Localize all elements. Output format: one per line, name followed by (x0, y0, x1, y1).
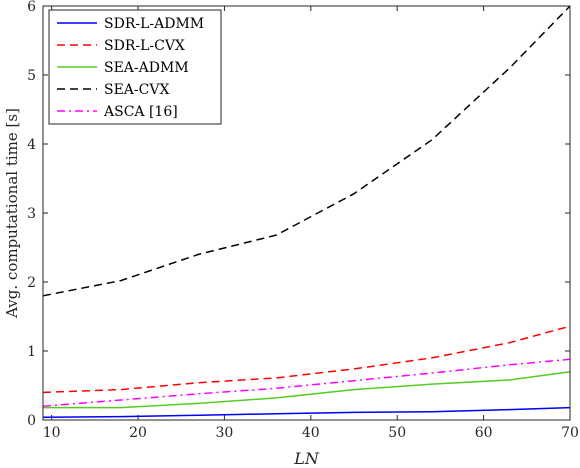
y-tick-label: 4 (27, 137, 36, 153)
series-line-2 (42, 325, 571, 394)
y-tick-label: 3 (27, 206, 36, 222)
series-line-5 (42, 358, 571, 407)
y-tick-label: 0 (27, 413, 36, 429)
legend-entry-1: SDR-L-ADMM (104, 16, 204, 32)
legend-entry-5: ASCA [16] (103, 104, 178, 120)
legend-entry-3: SEA-ADMM (104, 60, 189, 76)
x-tick-label: 10 (43, 425, 61, 441)
y-tick-label: 2 (27, 275, 36, 291)
x-axis-label: LN (293, 449, 320, 468)
series-line-3 (43, 370, 571, 409)
y-tick-label: 6 (27, 0, 36, 15)
series-lines (42, 5, 571, 418)
x-tick-label: 20 (129, 425, 147, 441)
x-tick-label: 40 (302, 425, 320, 441)
legend: SDR-L-ADMM SDR-L-CVX SEA-ADMM SEA-CVX ASCA [… (48, 9, 222, 125)
plot-frame (42, 5, 571, 421)
x-tick-label: 50 (388, 425, 406, 441)
series-line-1 (42, 406, 571, 418)
legend-entry-2: SDR-L-CVX (104, 38, 185, 54)
y-tick-label: 5 (27, 68, 36, 84)
y-axis-label: Avg. computational time [s] (3, 108, 21, 319)
series-line-4 (42, 5, 571, 297)
x-tick-label: 70 (561, 425, 579, 441)
legend-entry-4: SEA-CVX (104, 82, 169, 98)
x-tick-label: 30 (216, 425, 234, 441)
x-tick-label: 60 (475, 425, 493, 441)
y-tick-label: 1 (27, 344, 36, 360)
